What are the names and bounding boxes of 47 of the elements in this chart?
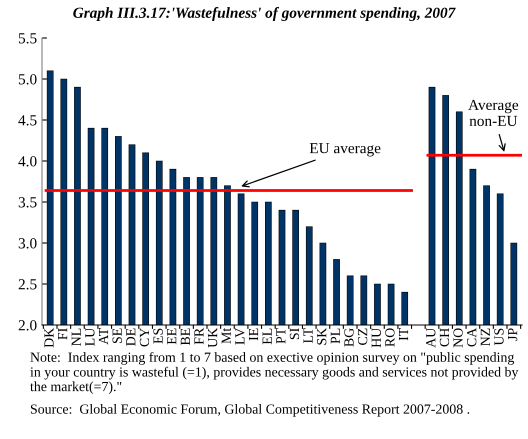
y-tick-label: 5.0 [18,74,37,85]
x-tick-label: NL [72,328,81,346]
x-tick-label: EL [262,328,272,344]
x-tick-label: PL [330,328,340,344]
y-tick-label: 2.5 [18,279,37,290]
x-tick-label: AU [426,328,436,348]
x-tick-label: LV [235,328,245,345]
x-tick-label: US [494,328,504,346]
x-tick-label: PT [276,328,286,344]
x-tick-label: CY [140,328,150,346]
x-tick-label: ES [153,328,163,344]
y-tick-label: 5.5 [18,33,37,44]
ref-line-label: EU average [310,143,380,156]
x-tick-label: CA [467,328,476,346]
x-tick-label: FI [58,328,68,340]
x-tick-label: AT [98,328,108,345]
x-tick-label: UK [208,328,218,348]
y-tick-label: 3.0 [18,238,37,249]
y-tick-label: 4.0 [18,156,37,167]
y-tick-label: 4.5 [18,115,37,126]
x-tick-label: IE [248,328,258,340]
x-tick-label: SI [290,328,300,340]
x-tick-label: JP [508,328,518,341]
chart-title: Graph III.3.17:'Wastefulness' of government spending, 2007 [73,6,456,22]
y-tick-label: 2.0 [18,320,37,331]
x-tick-label: LT [304,328,313,344]
x-tick-label: BE [180,328,190,346]
x-tick-label: IT [398,328,408,340]
x-tick-label: FR [194,328,204,344]
x-tick-label: BG [344,328,354,347]
x-tick-label: CZ [358,328,368,345]
x-tick-label: DK [44,328,54,348]
x-tick-label: LU [85,328,95,346]
x-tick-label: NZ [480,328,490,346]
x-tick-label: NO [453,328,463,348]
x-tick-label: HU [372,328,381,348]
x-tick-label: RO [385,328,395,347]
source-note: Source: Global Economic Forum, Global Competitiveness Report 2007-2008 . [30,404,470,417]
x-tick-label: EE [167,328,176,344]
x-tick-label: DE [126,328,136,346]
x-tick-label: Mt [222,328,231,344]
x-tick-label: SE [112,328,122,344]
x-tick-label: SK [317,328,326,345]
ref-line-label: Average non-EU [468,100,518,126]
y-tick-label: 3.5 [18,197,37,208]
text: Note: Index ranging from 1 to 7 based on exective opinion survey on "public spending in your country is wasteful (=1), provides necessary goods and services not provided by the market(=7)." [30,352,518,394]
x-tick-label: CH [440,328,450,346]
